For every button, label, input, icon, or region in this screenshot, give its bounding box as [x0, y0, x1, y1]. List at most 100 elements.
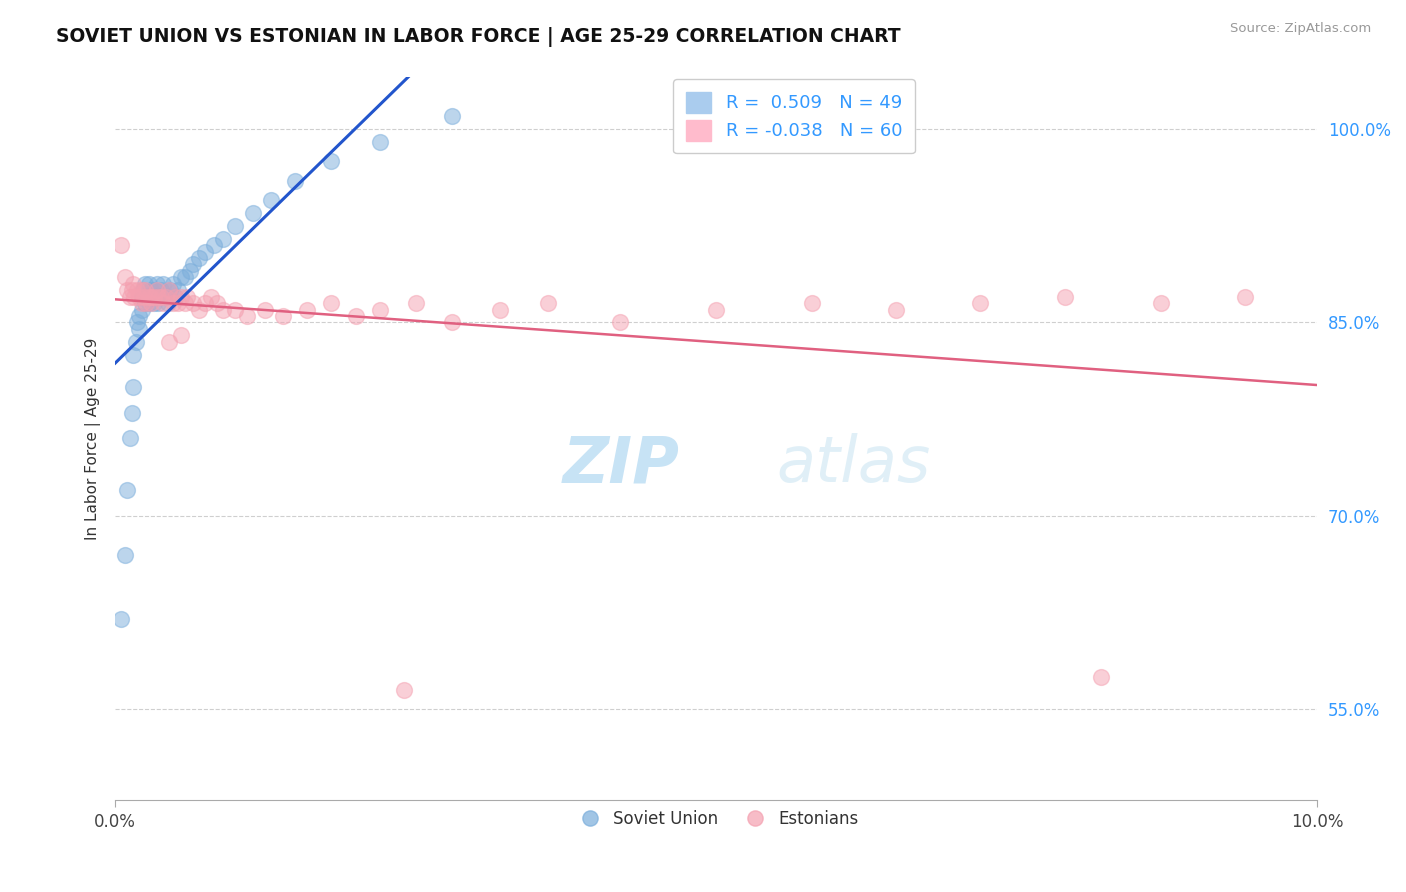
- Text: SOVIET UNION VS ESTONIAN IN LABOR FORCE | AGE 25-29 CORRELATION CHART: SOVIET UNION VS ESTONIAN IN LABOR FORCE …: [56, 27, 901, 46]
- Point: [170, 290, 193, 304]
- Point: [368, 302, 391, 317]
- Point: [207, 296, 229, 310]
- Point: [212, 232, 235, 246]
- Point: [125, 315, 148, 329]
- Point: [368, 135, 391, 149]
- Point: [1053, 290, 1076, 304]
- Point: [115, 283, 138, 297]
- Point: [392, 682, 415, 697]
- Point: [273, 309, 295, 323]
- Text: Source: ZipAtlas.com: Source: ZipAtlas.com: [1230, 22, 1371, 36]
- Point: [110, 238, 132, 252]
- Point: [321, 154, 343, 169]
- Point: [141, 290, 163, 304]
- Point: [242, 206, 264, 220]
- Point: [159, 283, 181, 297]
- Point: [135, 296, 157, 310]
- Point: [142, 290, 165, 304]
- Point: [179, 264, 201, 278]
- Point: [488, 302, 510, 317]
- Point: [1233, 290, 1256, 304]
- Point: [110, 612, 132, 626]
- Point: [141, 283, 163, 297]
- Point: [128, 309, 150, 323]
- Point: [131, 283, 153, 297]
- Point: [122, 380, 145, 394]
- Text: atlas: atlas: [776, 434, 931, 495]
- Point: [321, 296, 343, 310]
- Point: [142, 296, 165, 310]
- Point: [146, 290, 169, 304]
- Point: [155, 290, 177, 304]
- Point: [134, 296, 156, 310]
- Point: [1090, 670, 1112, 684]
- Point: [122, 277, 145, 291]
- Point: [149, 283, 172, 297]
- Point: [157, 296, 180, 310]
- Point: [134, 277, 156, 291]
- Point: [146, 277, 169, 291]
- Point: [141, 296, 163, 310]
- Point: [166, 283, 188, 297]
- Point: [236, 309, 259, 323]
- Point: [121, 283, 143, 297]
- Point: [157, 283, 180, 297]
- Point: [131, 296, 153, 310]
- Point: [194, 296, 217, 310]
- Point: [138, 290, 160, 304]
- Point: [149, 290, 172, 304]
- Point: [188, 251, 211, 265]
- Point: [128, 322, 150, 336]
- Point: [138, 277, 160, 291]
- Point: [132, 290, 155, 304]
- Point: [148, 290, 170, 304]
- Point: [704, 302, 727, 317]
- Point: [157, 334, 180, 349]
- Point: [1150, 296, 1173, 310]
- Point: [254, 302, 277, 317]
- Point: [170, 328, 193, 343]
- Point: [200, 290, 222, 304]
- Point: [114, 270, 136, 285]
- Point: [124, 334, 146, 349]
- Point: [166, 296, 188, 310]
- Point: [344, 309, 367, 323]
- Point: [162, 277, 184, 291]
- Point: [152, 277, 174, 291]
- Point: [176, 290, 198, 304]
- Point: [148, 296, 170, 310]
- Point: [143, 283, 166, 297]
- Point: [118, 432, 141, 446]
- Point: [165, 290, 187, 304]
- Point: [260, 193, 283, 207]
- Point: [609, 315, 631, 329]
- Point: [224, 219, 246, 233]
- Point: [125, 283, 148, 297]
- Point: [152, 296, 174, 310]
- Point: [405, 296, 427, 310]
- Point: [115, 483, 138, 497]
- Point: [440, 109, 463, 123]
- Point: [138, 296, 160, 310]
- Point: [132, 283, 155, 297]
- Point: [121, 406, 143, 420]
- Point: [212, 302, 235, 317]
- Point: [128, 290, 150, 304]
- Point: [114, 548, 136, 562]
- Point: [188, 302, 211, 317]
- Point: [181, 257, 204, 271]
- Point: [170, 270, 193, 285]
- Legend: Soviet Union, Estonians: Soviet Union, Estonians: [567, 803, 866, 835]
- Point: [969, 296, 991, 310]
- Point: [122, 348, 145, 362]
- Point: [884, 302, 907, 317]
- Point: [181, 296, 204, 310]
- Point: [124, 290, 146, 304]
- Point: [801, 296, 824, 310]
- Point: [440, 315, 463, 329]
- Y-axis label: In Labor Force | Age 25-29: In Labor Force | Age 25-29: [86, 337, 101, 540]
- Point: [134, 283, 156, 297]
- Text: ZIP: ZIP: [562, 434, 681, 495]
- Point: [297, 302, 319, 317]
- Point: [224, 302, 246, 317]
